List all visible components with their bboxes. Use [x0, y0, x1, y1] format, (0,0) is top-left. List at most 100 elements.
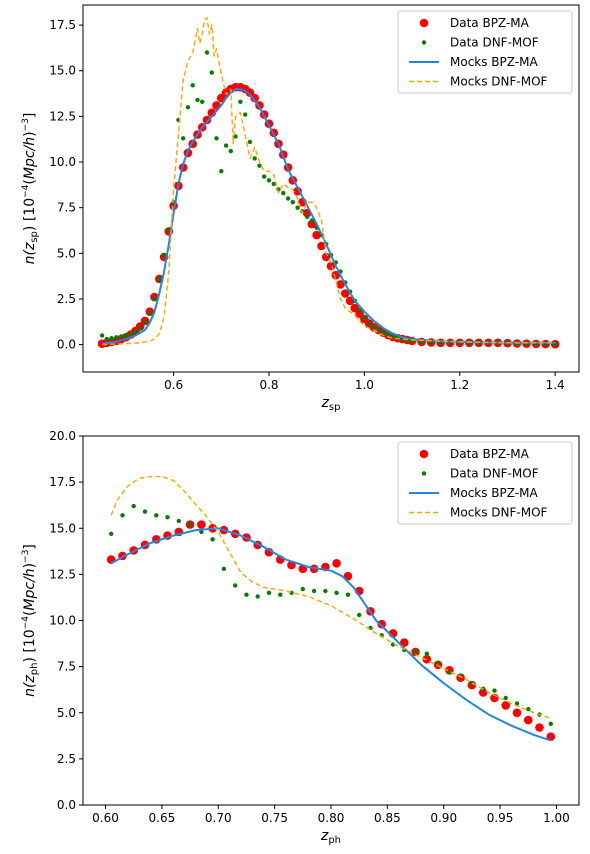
legend-label: Mocks DNF-MOF — [450, 506, 548, 520]
data-point — [386, 332, 391, 337]
data-point — [233, 583, 238, 588]
data-point — [503, 695, 508, 701]
bottom-chart-panel: 0.60 0.65 0.70 0.75 0.80 0.85 0.90 0.95 1.00 0.0 2… — [21, 429, 580, 846]
legend-label: Data DNF-MOF — [450, 36, 539, 50]
legend-marker — [421, 40, 427, 45]
series-line — [102, 17, 556, 346]
x-tick-label: 0.80 — [318, 811, 345, 825]
data-point — [381, 330, 386, 335]
data-point — [257, 163, 262, 168]
data-point — [300, 586, 305, 592]
y-tick-label: 7.5 — [57, 201, 76, 215]
data-point — [311, 588, 317, 594]
data-point — [185, 105, 191, 110]
data-point — [336, 280, 345, 289]
data-point — [262, 174, 267, 179]
y-tick-label: 10.0 — [49, 155, 76, 169]
data-point — [278, 592, 283, 597]
data-point — [154, 513, 159, 518]
data-point — [376, 327, 381, 333]
data-point — [367, 321, 372, 326]
y-tick-label: 12.5 — [49, 109, 76, 123]
x-tick-label: 1.4 — [546, 378, 565, 392]
data-point — [197, 520, 206, 529]
data-point — [190, 83, 195, 88]
data-point — [133, 329, 138, 334]
y-tick-label: 17.5 — [49, 475, 76, 489]
data-point — [104, 336, 110, 342]
y-axis-label: n(zsp) [10−4(Mpc/h)−3] — [21, 113, 40, 265]
data-point — [332, 559, 341, 568]
data-point — [492, 688, 497, 693]
x-tick-label: 0.85 — [374, 811, 401, 825]
data-point — [187, 522, 193, 527]
legend-box — [397, 10, 573, 94]
data-point — [323, 588, 328, 594]
data-point — [176, 518, 181, 524]
x-tick-label: 1.2 — [450, 378, 469, 392]
data-point — [266, 178, 272, 183]
data-point — [200, 99, 205, 105]
data-point — [331, 270, 341, 280]
data-point — [309, 218, 315, 223]
y-tick-label: 5.0 — [57, 706, 76, 720]
data-point — [161, 252, 167, 258]
x-axis-label: zph — [320, 828, 341, 846]
data-point — [221, 566, 227, 571]
data-point — [377, 619, 387, 629]
data-point — [334, 590, 339, 595]
data-point — [362, 315, 367, 320]
y-tick-label: 20.0 — [49, 429, 76, 443]
y-tick-label: 10.0 — [49, 614, 76, 628]
data-point — [138, 326, 143, 331]
data-point — [501, 701, 511, 710]
legend-label: Data BPZ-MA — [450, 16, 530, 30]
data-point — [131, 503, 136, 509]
data-point — [285, 196, 291, 201]
data-point — [435, 660, 441, 666]
series-line — [110, 527, 552, 742]
data-point — [289, 590, 294, 595]
data-point — [447, 670, 452, 675]
data-point — [535, 723, 544, 732]
data-point — [295, 205, 300, 210]
data-point — [204, 50, 210, 55]
data-point — [317, 241, 326, 251]
x-tick-label: 0.65 — [149, 811, 176, 825]
data-point — [114, 335, 119, 340]
data-point — [341, 289, 350, 298]
data-point — [228, 148, 233, 154]
data-point — [514, 701, 520, 706]
data-point — [238, 99, 243, 105]
legend-marker — [419, 449, 429, 459]
data-point — [165, 515, 170, 520]
y-tick-label: 0.0 — [57, 798, 76, 812]
x-tick-label: 0.8 — [259, 378, 278, 392]
data-point — [357, 612, 362, 618]
data-point — [478, 688, 488, 697]
legend-label: Mocks BPZ-MA — [450, 55, 538, 69]
plot-area — [97, 17, 560, 349]
legend-label: Data DNF-MOF — [450, 467, 539, 481]
data-point — [255, 594, 260, 599]
data-point — [252, 156, 257, 161]
data-point — [195, 97, 200, 103]
x-tick-label: 0.75 — [261, 811, 288, 825]
data-point — [271, 181, 276, 187]
data-point — [199, 529, 204, 535]
legend-label: Mocks BPZ-MA — [450, 486, 538, 500]
x-tick-label: 1.0 — [355, 378, 374, 392]
legend-marker — [419, 18, 429, 28]
y-tick-label: 2.5 — [57, 292, 76, 306]
y-tick-label: 0.0 — [57, 338, 76, 352]
legend-label: Mocks DNF-MOF — [450, 75, 548, 89]
data-point — [142, 509, 148, 514]
legend-marker — [421, 471, 427, 476]
data-point — [219, 169, 224, 174]
x-axis-label: zsp — [321, 395, 341, 413]
data-point — [305, 214, 310, 219]
x-tick-label: 0.60 — [92, 811, 119, 825]
legend-label: Data BPZ-MA — [450, 447, 530, 461]
data-point — [120, 513, 125, 518]
x-tick-label: 0.95 — [487, 811, 514, 825]
